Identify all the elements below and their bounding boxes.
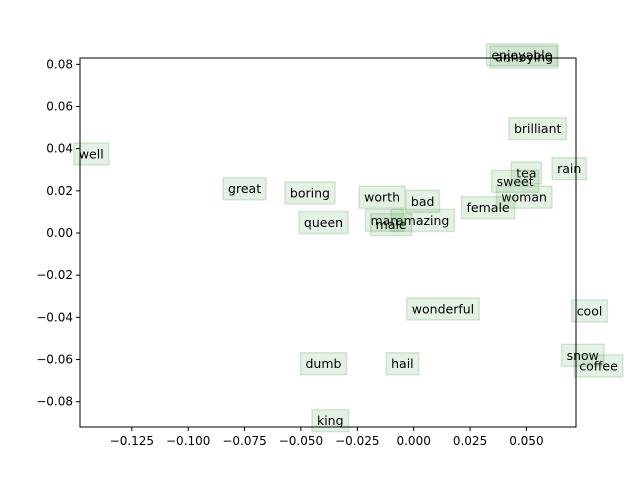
word-point-great: great — [222, 176, 267, 201]
word-label-box — [490, 169, 540, 194]
word-label-box — [510, 161, 543, 185]
word-label: snow — [567, 348, 599, 363]
word-label-box — [460, 195, 516, 220]
x-tick-label: −0.075 — [222, 434, 266, 448]
word-label: tea — [516, 165, 536, 180]
word-label: woman — [501, 190, 547, 205]
word-point-queen: queen — [298, 210, 349, 235]
word-point-wonderful: wonderful — [406, 297, 480, 321]
y-tick-label: 0.00 — [46, 226, 73, 240]
word-point-woman: woman — [495, 185, 553, 209]
word-label-box — [369, 212, 413, 237]
word-label: amazing — [396, 213, 449, 228]
word-label-box — [364, 208, 404, 233]
word-label-box — [284, 181, 336, 205]
word-label-box — [299, 351, 348, 376]
word-point-king: king — [311, 408, 350, 433]
word-label-box — [508, 116, 568, 141]
word-point-well: well — [73, 142, 110, 166]
word-label: male — [376, 217, 407, 232]
word-point-dumb: dumb — [299, 351, 348, 376]
word-label: cool — [577, 304, 603, 319]
y-axis: −0.08 −0.06 −0.04 −0.02 0.00 0.02 0.04 0.06 0.08 — [36, 57, 80, 409]
word-point-man: man — [364, 208, 404, 233]
word-point-enjoyable: enjoyable — [485, 43, 559, 67]
y-tick-label: 0.08 — [46, 57, 73, 71]
word-label-box — [560, 343, 605, 368]
word-label: dumb — [306, 356, 342, 371]
word-point-snow: snow — [560, 343, 605, 368]
word-label-box — [358, 185, 406, 209]
word-label-box — [485, 43, 559, 67]
word-point-brilliant: brilliant — [508, 116, 568, 141]
word-point-boring: boring — [284, 181, 336, 205]
word-point-female: female — [460, 195, 516, 220]
x-tick-label: 0.050 — [509, 434, 543, 448]
x-tick-label: −0.100 — [166, 434, 210, 448]
y-tick-label: −0.06 — [36, 353, 73, 367]
word-label: coffee — [579, 358, 618, 373]
word-label: queen — [304, 215, 343, 230]
word-point-tea: tea — [510, 161, 543, 185]
word-label: worth — [364, 190, 400, 205]
word-point-bad: bad — [405, 189, 441, 214]
word-label: well — [79, 146, 104, 161]
word-label-box — [406, 297, 480, 321]
y-tick-label: −0.08 — [36, 395, 73, 409]
word-label-box — [573, 354, 624, 378]
word-label-box — [298, 210, 349, 235]
word-label: rain — [557, 161, 581, 176]
word-label-box — [405, 189, 441, 214]
word-label-box — [73, 142, 110, 166]
word-label: boring — [290, 185, 330, 200]
word-point-hail: hail — [385, 351, 420, 376]
y-tick-label: 0.02 — [46, 184, 73, 198]
word-label: female — [467, 200, 510, 215]
word-label: wonderful — [412, 301, 474, 316]
word-point-cool: cool — [570, 299, 609, 323]
word-point-annoying: annoying — [489, 45, 559, 69]
word-label: great — [228, 181, 261, 196]
plot-area-frame — [79, 57, 577, 428]
word-label: king — [317, 413, 344, 428]
word-label-box — [385, 351, 420, 376]
word-label-box — [390, 208, 456, 233]
x-axis: −0.125 −0.100 −0.075 −0.050 −0.025 0.000 0.025… — [110, 427, 544, 448]
word-label: annoying — [495, 49, 553, 64]
y-tick-label: 0.04 — [46, 142, 73, 156]
word-label-box — [311, 408, 350, 433]
x-tick-label: 0.000 — [396, 434, 430, 448]
y-tick-label: 0.06 — [46, 99, 73, 113]
y-tick-label: −0.04 — [36, 310, 73, 324]
word-label: sweet — [497, 174, 534, 189]
word-label: man — [370, 213, 398, 228]
word-point-amazing: amazing — [390, 208, 456, 233]
word-label: bad — [411, 194, 435, 209]
word-point-rain: rain — [551, 156, 588, 181]
word-point-coffee: coffee — [573, 354, 624, 378]
word-label-box — [495, 185, 553, 209]
word-label: hail — [391, 356, 414, 371]
x-tick-label: −0.025 — [335, 434, 379, 448]
word-label: brilliant — [514, 121, 562, 136]
x-tick-label: −0.050 — [279, 434, 323, 448]
x-tick-label: −0.125 — [110, 434, 154, 448]
word-label-box — [570, 299, 609, 323]
word-label-box — [551, 156, 588, 181]
y-tick-label: −0.02 — [36, 268, 73, 282]
word-label-box — [489, 45, 559, 69]
word-label: enjoyable — [491, 47, 552, 62]
word-label-box — [222, 176, 267, 201]
word-point-male: male — [369, 212, 413, 237]
x-tick-label: 0.025 — [453, 434, 487, 448]
word-point-sweet: sweet — [490, 169, 540, 194]
word-point-worth: worth — [358, 185, 406, 209]
